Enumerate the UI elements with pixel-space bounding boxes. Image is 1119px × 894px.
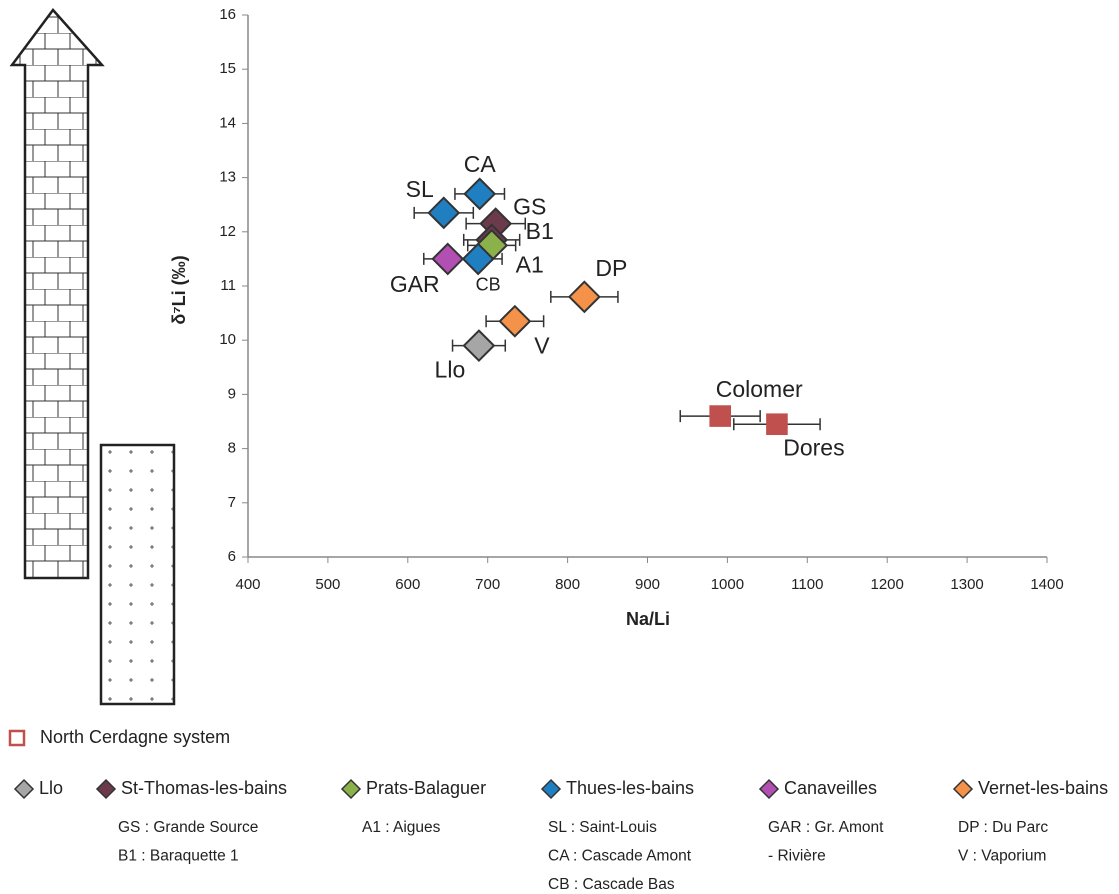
legend-label: North Cerdagne system — [40, 727, 230, 747]
point-label: Colomer — [716, 376, 803, 402]
x-tick-label: 1400 — [1030, 576, 1063, 593]
y-axis-title: δ⁷Li (‰) — [169, 255, 189, 324]
point-label: A1 — [516, 251, 544, 277]
granite-block — [99, 443, 176, 706]
legend-label: Thues-les-bains — [566, 778, 694, 798]
legend-description: CA : Cascade Amont — [548, 848, 692, 865]
x-tick-label: 700 — [475, 576, 500, 593]
legend-marker — [95, 778, 117, 800]
point-label: Llo — [435, 357, 466, 383]
marker — [462, 329, 496, 363]
legend-description: - Rivière — [768, 848, 826, 865]
point-label: B1 — [526, 218, 554, 244]
y-tick-label: 10 — [219, 331, 236, 348]
marker — [461, 242, 495, 276]
y-tick-label: 8 — [228, 440, 236, 457]
legend-label: Vernet-les-bains — [978, 778, 1108, 798]
y-tick-label: 15 — [219, 60, 236, 77]
legend-marker — [340, 778, 362, 800]
legend-label: Canaveilles — [784, 778, 877, 798]
legend-description: A1 : Aigues — [362, 819, 441, 836]
x-tick-label: 1100 — [791, 576, 823, 593]
x-tick-label: 1000 — [711, 576, 744, 593]
legend-marker — [758, 778, 780, 800]
x-tick-label: 900 — [635, 576, 660, 593]
x-axis-title: Na/Li — [626, 609, 670, 629]
y-tick-label: 13 — [219, 169, 236, 186]
legend-marker — [8, 729, 26, 747]
point-label: V — [534, 332, 550, 358]
legend-marker — [952, 778, 974, 800]
y-tick-label: 14 — [219, 114, 236, 131]
legend-description: SL : Saint-Louis — [548, 819, 657, 836]
point-label: SL — [406, 176, 434, 202]
legend-description: B1 : Baraquette 1 — [118, 848, 239, 865]
y-tick-label: 11 — [220, 277, 236, 294]
y-tick-label: 16 — [219, 6, 236, 23]
legend-label: Prats-Balaguer — [366, 778, 486, 798]
y-tick-label: 7 — [228, 494, 236, 511]
point-label: GAR — [390, 271, 440, 297]
legend-marker — [13, 778, 35, 800]
marker — [498, 304, 532, 338]
point-label: CA — [464, 151, 497, 177]
y-tick-label: 9 — [228, 385, 236, 402]
x-tick-label: 1300 — [950, 576, 983, 593]
y-tick-label: 6 — [228, 548, 236, 565]
legend-description: CB : Cascade Bas — [548, 876, 675, 893]
legend-marker — [540, 778, 562, 800]
legend-description: GS : Grande Source — [118, 819, 258, 836]
legend-description: GAR : Gr. Amont — [768, 819, 884, 836]
legend-label: Llo — [39, 778, 63, 798]
marker — [427, 196, 461, 230]
x-tick-label: 1200 — [871, 576, 904, 593]
legend-description: DP : Du Parc — [958, 819, 1048, 836]
point-label: Dores — [783, 434, 844, 460]
x-tick-label: 500 — [315, 576, 340, 593]
marker — [709, 405, 732, 427]
strata-arrow — [9, 8, 105, 580]
marker — [567, 280, 601, 314]
x-tick-label: 800 — [555, 576, 580, 593]
x-tick-label: 600 — [395, 576, 420, 593]
marker — [431, 242, 465, 276]
legend-label: St-Thomas-les-bains — [121, 778, 287, 798]
y-tick-label: 12 — [219, 223, 236, 240]
point-label: DP — [595, 255, 627, 281]
marker — [766, 413, 788, 436]
marker — [463, 177, 497, 211]
x-tick-label: 400 — [235, 576, 260, 593]
point-label: GS — [513, 194, 546, 220]
point-label: CB — [476, 275, 501, 295]
legend-description: V : Vaporium — [958, 848, 1046, 865]
